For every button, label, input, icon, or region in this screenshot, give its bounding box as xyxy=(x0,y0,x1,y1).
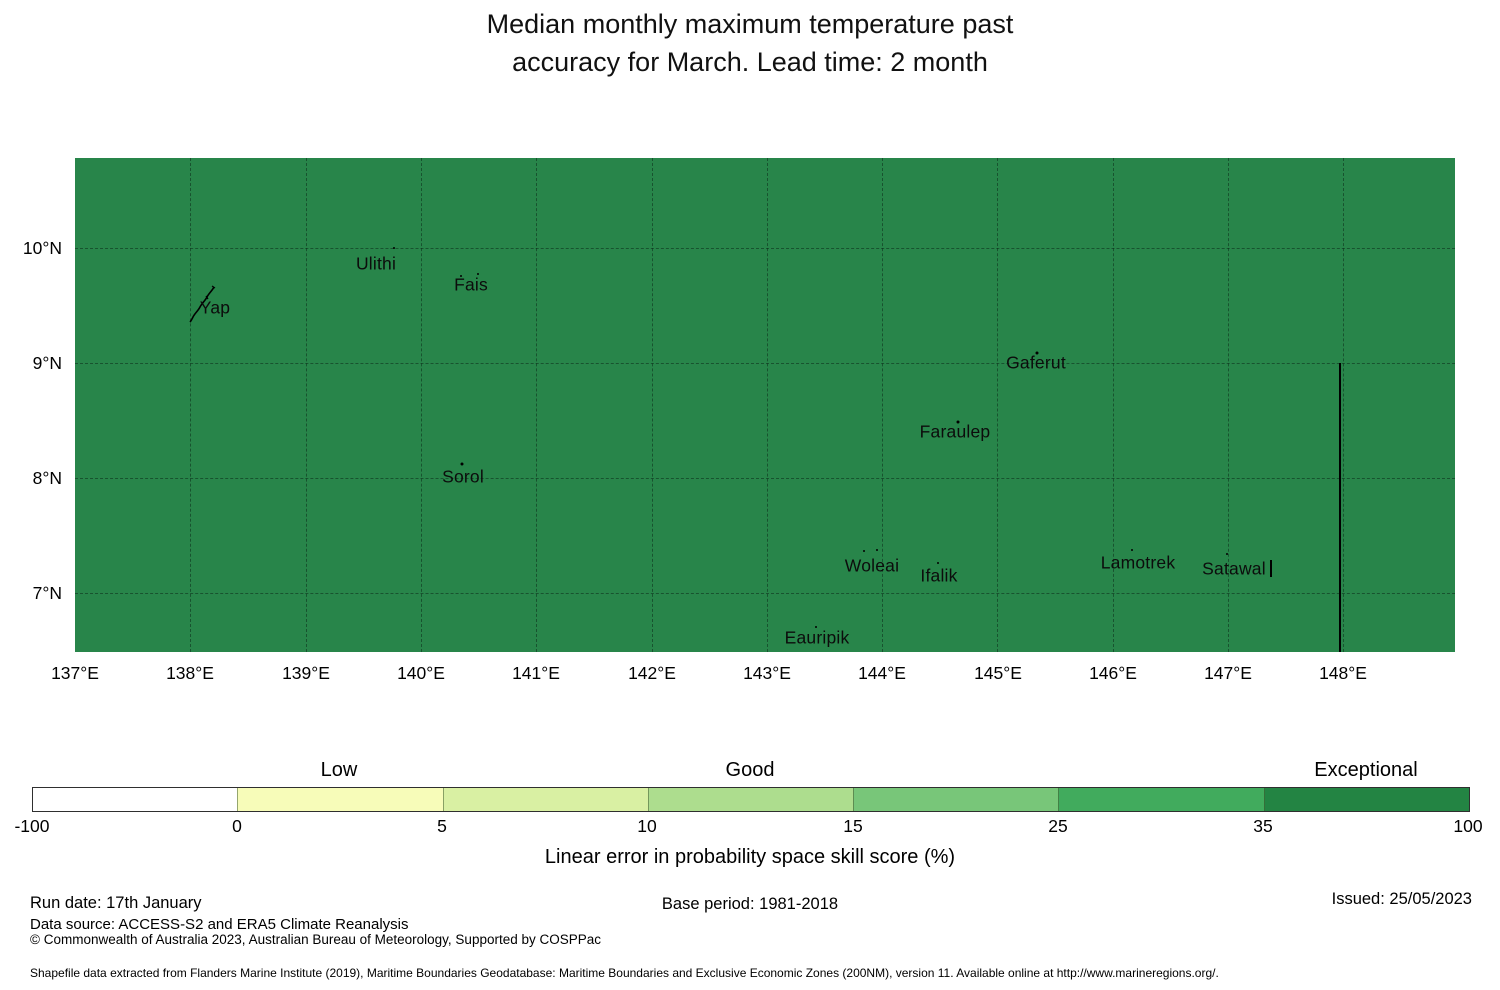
colorbar-tick-label: 35 xyxy=(1253,816,1273,836)
map-canvas: Yap Ulithi Fais Gaferut Faraulep Sorol W… xyxy=(75,158,1455,652)
island-label-sorol: Sorol xyxy=(442,466,484,487)
lon-tick-label: 143°E xyxy=(743,663,791,683)
gridline-horizontal xyxy=(75,593,1455,594)
colorbar-segment xyxy=(647,788,854,811)
colorbar-tick-label: -100 xyxy=(14,816,50,836)
lon-tick-label: 145°E xyxy=(974,663,1022,683)
colorbar-segment xyxy=(853,788,1059,811)
eez-boundary-line xyxy=(1339,363,1341,652)
lon-tick-label: 142°E xyxy=(628,663,676,683)
colorbar-segment xyxy=(1263,788,1469,811)
island-label-fais: Fais xyxy=(454,274,488,295)
lat-tick-label: 8°N xyxy=(32,468,62,488)
island-dot-lamotrek xyxy=(1131,549,1133,551)
island-label-yap: Yap xyxy=(199,297,231,318)
lat-tick-label: 9°N xyxy=(32,353,62,373)
island-label-ulithi: Ulithi xyxy=(355,253,397,274)
island-dot-fais xyxy=(460,275,462,277)
colorbar xyxy=(32,787,1470,812)
gridline-horizontal xyxy=(75,363,1455,364)
island-label-lamotrek: Lamotrek xyxy=(1100,552,1176,573)
figure-title-line1: Median monthly maximum temperature past xyxy=(486,9,1014,39)
island-label-ifalik: Ifalik xyxy=(920,565,958,586)
colorbar-segment xyxy=(442,788,648,811)
colorbar-tick-label: 25 xyxy=(1048,816,1068,836)
island-dot-faraulep xyxy=(956,420,960,424)
colorbar-tick-label: 10 xyxy=(637,816,657,836)
colorbar-axis-label: Linear error in probability space skill … xyxy=(544,846,956,868)
island-dot-sorol xyxy=(460,462,464,466)
island-label-satawal: Satawal xyxy=(1202,558,1266,579)
island-dot-gaferut xyxy=(1035,351,1039,355)
yap-island-outline xyxy=(189,285,216,323)
island-label-faraulep: Faraulep xyxy=(919,421,991,442)
issued-date-text: Issued: 25/05/2023 xyxy=(1331,890,1472,908)
island-dot-ulithi xyxy=(393,247,395,249)
lon-tick-label: 148°E xyxy=(1319,663,1367,683)
island-dot-eauripik xyxy=(815,626,817,628)
colorbar-tick-label: 5 xyxy=(437,816,447,836)
gridline-vertical xyxy=(652,158,653,652)
copyright-text: © Commonwealth of Australia 2023, Austra… xyxy=(30,932,602,947)
gridline-vertical xyxy=(767,158,768,652)
gridline-vertical xyxy=(421,158,422,652)
gridline-vertical xyxy=(1343,158,1344,652)
colorbar-category-good: Good xyxy=(725,759,775,781)
gridline-vertical xyxy=(1113,158,1114,652)
gridline-vertical xyxy=(997,158,998,652)
colorbar-tick-label: 0 xyxy=(232,816,242,836)
figure-title: Median monthly maximum temperature past … xyxy=(0,5,1500,81)
island-label-gaferut: Gaferut xyxy=(1006,352,1066,373)
island-dot-fais xyxy=(477,273,479,275)
shapefile-attribution-text: Shapefile data extracted from Flanders M… xyxy=(30,966,1219,980)
colorbar-category-low: Low xyxy=(320,759,358,781)
gridline-vertical xyxy=(1228,158,1229,652)
run-date-text: Run date: 17th January xyxy=(30,894,202,912)
lon-tick-label: 137°E xyxy=(51,663,99,683)
lat-tick-label: 7°N xyxy=(32,583,62,603)
colorbar-segment xyxy=(33,788,238,811)
lon-tick-label: 141°E xyxy=(512,663,560,683)
colorbar-tick-label: 15 xyxy=(843,816,863,836)
eez-boundary-segment xyxy=(1270,560,1272,577)
gridline-vertical xyxy=(190,158,191,652)
gridline-vertical xyxy=(306,158,307,652)
lon-tick-label: 139°E xyxy=(282,663,330,683)
lon-tick-label: 144°E xyxy=(858,663,906,683)
colorbar-category-exceptional: Exceptional xyxy=(1314,759,1418,781)
island-dot-woleai xyxy=(863,550,865,552)
island-dot-satawal xyxy=(1226,553,1228,555)
data-source-text: Data source: ACCESS-S2 and ERA5 Climate … xyxy=(30,916,409,933)
island-dot-woleai xyxy=(876,549,878,551)
lon-tick-label: 146°E xyxy=(1089,663,1137,683)
gridline-horizontal xyxy=(75,248,1455,249)
island-label-eauripik: Eauripik xyxy=(784,627,850,648)
lon-tick-label: 147°E xyxy=(1204,663,1252,683)
colorbar-segment xyxy=(237,788,443,811)
gridline-vertical xyxy=(536,158,537,652)
lat-tick-label: 10°N xyxy=(22,238,62,258)
island-dot-ifalik xyxy=(937,562,939,564)
lon-tick-label: 138°E xyxy=(166,663,214,683)
gridline-vertical xyxy=(882,158,883,652)
base-period-text: Base period: 1981-2018 xyxy=(661,895,839,913)
island-label-woleai: Woleai xyxy=(844,555,900,576)
lon-tick-label: 140°E xyxy=(397,663,445,683)
colorbar-tick-label: 100 xyxy=(1453,816,1483,836)
figure-title-line2: accuracy for March. Lead time: 2 month xyxy=(512,47,988,77)
colorbar-segment xyxy=(1058,788,1264,811)
gridline-horizontal xyxy=(75,478,1455,479)
